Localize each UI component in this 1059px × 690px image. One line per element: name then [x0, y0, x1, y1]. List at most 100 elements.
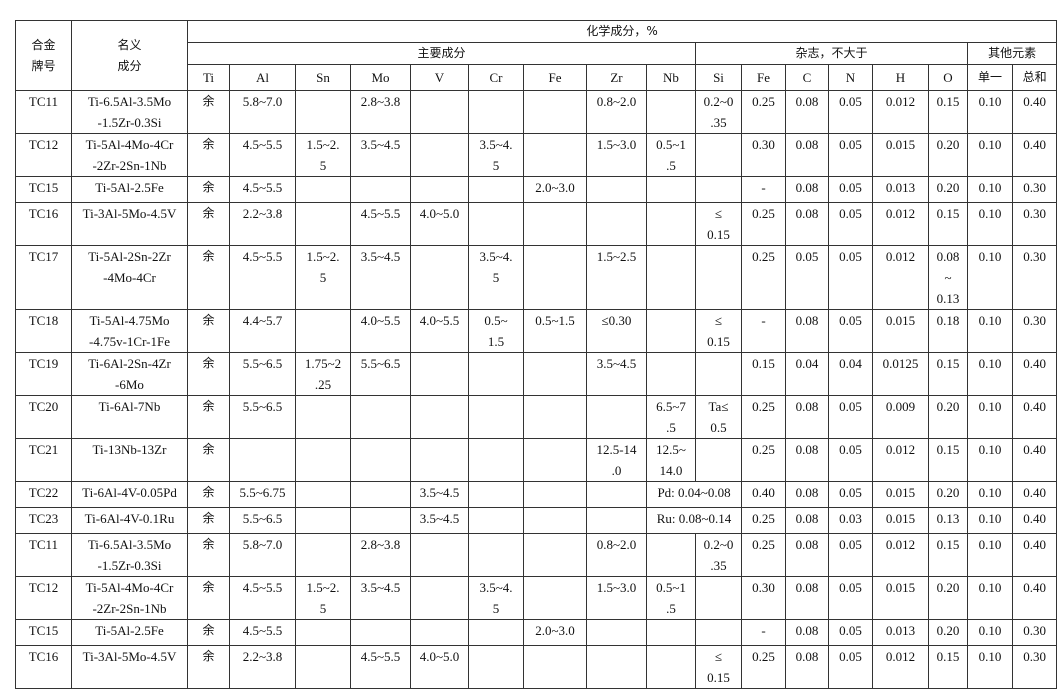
composition-cell: 5.5~6.5 — [229, 395, 296, 439]
composition-cell: 12.5~ 14.0 — [646, 438, 696, 482]
composition-cell: ≤ 0.15 — [695, 202, 742, 246]
alloy-grade: TC12 — [15, 133, 72, 177]
table-row: TC12 Ti-5Al-4Mo-4Cr -2Zr-2Sn-1Nb 余 4.5~5.5 1… — [15, 133, 1058, 177]
composition-cell — [410, 533, 469, 577]
composition-cell: 余 — [187, 90, 230, 134]
composition-cell: 1.5~3.0 — [586, 133, 647, 177]
composition-cell: 0.30 — [1011, 176, 1058, 203]
composition-cell: 3.5~4.5 — [350, 245, 411, 310]
composition-cell — [410, 395, 469, 439]
composition-cell: 4.0~5.5 — [410, 309, 469, 353]
table-row: TC21 Ti-13Nb-13Zr 余 12.5-14 .0 12.5~ 14.0 0.2… — [15, 438, 1058, 482]
composition-cell — [586, 481, 647, 508]
nominal-composition: Ti-6.5Al-3.5Mo -1.5Zr-0.3Si — [71, 90, 188, 134]
composition-cell: 0.08 ~ 0.13 — [928, 245, 968, 310]
composition-cell — [295, 645, 351, 689]
composition-cell: 0.05 — [828, 395, 873, 439]
composition-cell: ≤ 0.15 — [695, 309, 742, 353]
composition-cell — [523, 202, 587, 246]
table-row: TC11 Ti-6.5Al-3.5Mo -1.5Zr-0.3Si 余 5.8~7.0 2… — [15, 533, 1058, 577]
composition-cell: 0.05 — [785, 245, 829, 310]
composition-cell: 余 — [187, 202, 230, 246]
column-header-impurity-4: H — [872, 64, 929, 91]
composition-cell: 0.10 — [967, 533, 1013, 577]
composition-cell: 0.013 — [872, 176, 929, 203]
composition-cell: 0.10 — [967, 619, 1013, 646]
composition-cell — [695, 176, 742, 203]
composition-cell: 0.10 — [967, 309, 1013, 353]
composition-cell: 0.05 — [828, 533, 873, 577]
nominal-composition: Ti-6Al-4V-0.05Pd — [71, 481, 188, 508]
composition-cell: 4.4~5.7 — [229, 309, 296, 353]
composition-cell — [295, 533, 351, 577]
composition-cell: 3.5~4.5 — [350, 133, 411, 177]
composition-cell — [468, 202, 524, 246]
table-row: TC16 Ti-3Al-5Mo-4.5V 余 2.2~3.8 4.5~5.5 4.0~5.… — [15, 202, 1058, 246]
composition-cell — [523, 533, 587, 577]
composition-cell: 4.5~5.5 — [350, 202, 411, 246]
composition-cell — [586, 395, 647, 439]
column-header-main-7: Zr — [586, 64, 647, 91]
composition-cell: 4.5~5.5 — [229, 133, 296, 177]
composition-cell — [468, 481, 524, 508]
composition-cell: 0.04 — [828, 352, 873, 396]
composition-cell: 0.30 — [741, 133, 786, 177]
composition-cell: 余 — [187, 352, 230, 396]
composition-cell — [295, 395, 351, 439]
composition-cell: 0.10 — [967, 133, 1013, 177]
composition-cell — [410, 619, 469, 646]
alloy-grade: TC11 — [15, 90, 72, 134]
composition-cell — [523, 90, 587, 134]
composition-cell: ≤0.30 — [586, 309, 647, 353]
nominal-composition: Ti-3Al-5Mo-4.5V — [71, 202, 188, 246]
composition-cell: 0.012 — [872, 645, 929, 689]
nominal-composition: Ti-3Al-5Mo-4.5V — [71, 645, 188, 689]
composition-cell: 0.15 — [928, 90, 968, 134]
composition-cell — [646, 90, 696, 134]
composition-cell: 余 — [187, 576, 230, 620]
composition-cell — [468, 645, 524, 689]
composition-cell: 0.08 — [785, 90, 829, 134]
composition-cell: 0.015 — [872, 507, 929, 534]
composition-cell: 4.5~5.5 — [229, 576, 296, 620]
composition-cell: 0.25 — [741, 245, 786, 310]
composition-cell: Pd: 0.04~0.08 — [646, 481, 742, 508]
composition-cell: 0.05 — [828, 481, 873, 508]
composition-cell: 0.40 — [741, 481, 786, 508]
column-header-impurity-2: C — [785, 64, 829, 91]
composition-cell: 余 — [187, 395, 230, 439]
composition-cell: 余 — [187, 645, 230, 689]
composition-cell: 0.08 — [785, 619, 829, 646]
composition-cell — [350, 438, 411, 482]
composition-cell — [410, 176, 469, 203]
alloy-grade: TC15 — [15, 619, 72, 646]
alloy-grade: TC21 — [15, 438, 72, 482]
alloy-grade: TC16 — [15, 645, 72, 689]
composition-cell: 0.08 — [785, 202, 829, 246]
nominal-composition: Ti-6.5Al-3.5Mo -1.5Zr-0.3Si — [71, 533, 188, 577]
composition-cell: 0.40 — [1011, 576, 1058, 620]
composition-cell: 2.2~3.8 — [229, 202, 296, 246]
composition-cell: 0.012 — [872, 202, 929, 246]
composition-cell — [468, 533, 524, 577]
composition-cell: 0.012 — [872, 533, 929, 577]
composition-cell: 0.012 — [872, 438, 929, 482]
composition-cell — [695, 619, 742, 646]
column-header-main-6: Fe — [523, 64, 587, 91]
composition-cell — [695, 133, 742, 177]
composition-cell: 2.0~3.0 — [523, 176, 587, 203]
composition-cell: 0.05 — [828, 202, 873, 246]
composition-cell: 0.40 — [1011, 90, 1058, 134]
header-grade: 合金 牌号 — [15, 20, 72, 91]
composition-cell: 0.10 — [967, 438, 1013, 482]
composition-cell — [646, 176, 696, 203]
composition-cell: 0.15 — [928, 645, 968, 689]
composition-cell: - — [741, 619, 786, 646]
composition-cell: 0.08 — [785, 645, 829, 689]
column-header-main-2: Sn — [295, 64, 351, 91]
nominal-composition: Ti-5Al-2.5Fe — [71, 619, 188, 646]
composition-cell: 0.20 — [928, 481, 968, 508]
composition-cell: 0.25 — [741, 90, 786, 134]
composition-cell: 0.10 — [967, 176, 1013, 203]
nominal-composition: Ti-6Al-2Sn-4Zr -6Mo — [71, 352, 188, 396]
